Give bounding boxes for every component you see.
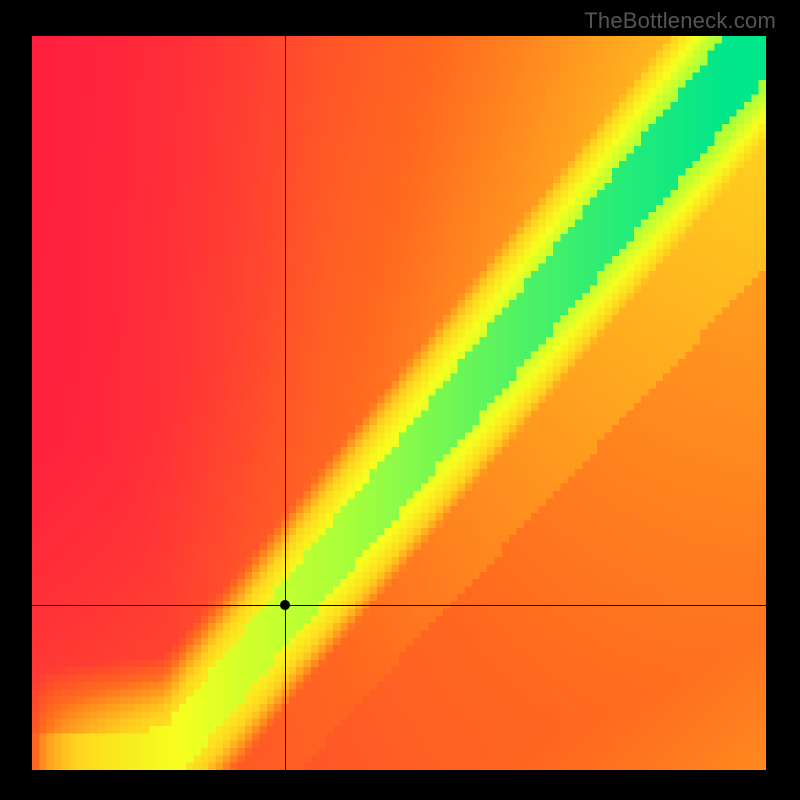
heatmap-canvas — [32, 36, 766, 770]
watermark-text: TheBottleneck.com — [584, 8, 776, 34]
crosshair-vertical — [285, 36, 286, 770]
crosshair-horizontal — [32, 605, 766, 606]
data-point-marker — [280, 600, 290, 610]
heatmap-plot — [32, 36, 766, 770]
